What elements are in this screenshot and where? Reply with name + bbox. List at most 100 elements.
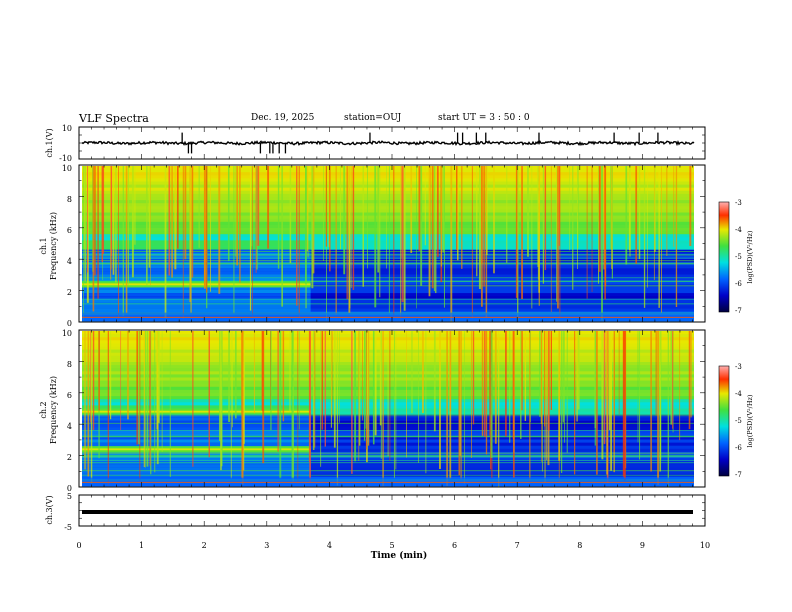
ch2-colorbar-tick: -3 bbox=[735, 363, 742, 371]
ch2-spec-row-left bbox=[82, 467, 311, 471]
ch2-spec-row-left bbox=[82, 414, 311, 419]
ch1-spec-row-left bbox=[82, 296, 311, 300]
ch1-colorbar-tick: -3 bbox=[735, 199, 742, 207]
ch1-waveform-ylabel: ch.1(V) bbox=[45, 128, 54, 157]
x-tick-label: 3 bbox=[264, 541, 269, 550]
ch1-spec-row bbox=[82, 231, 694, 235]
ch2-spectrogram-ylabel-line1: ch.2 bbox=[39, 401, 48, 418]
ch1-spec-row bbox=[82, 184, 694, 189]
ch1-colorbar-tick: -5 bbox=[735, 253, 742, 261]
x-tick-label: 8 bbox=[577, 541, 582, 550]
ch2-spec-row-left bbox=[82, 405, 311, 409]
ch1-spec-row-left bbox=[82, 243, 311, 247]
ch1-spec-row-left bbox=[82, 268, 311, 272]
ch2-spec-row-left bbox=[82, 451, 311, 456]
ch1-spec-row bbox=[82, 181, 694, 185]
ch1-spec-low-band bbox=[82, 312, 694, 321]
ch2-colorbar-tick: -7 bbox=[735, 471, 742, 479]
ch1-spec-row bbox=[82, 190, 694, 195]
ch1-colorbar-label: log(PSD)(V²/Hz) bbox=[746, 230, 754, 283]
ch1-spectrogram-ylabel-line1: ch.1 bbox=[39, 237, 48, 254]
ch1-spec-row bbox=[82, 299, 694, 303]
x-tick-label: 0 bbox=[76, 541, 81, 550]
ch1-spec-row-left bbox=[82, 290, 311, 294]
ch2-spec-row-left bbox=[82, 433, 311, 437]
ch1-spec-row bbox=[82, 187, 694, 192]
ch1-spec-row bbox=[82, 178, 694, 182]
ch1-spec-row-left bbox=[82, 265, 311, 269]
ch1-spec-row bbox=[82, 234, 694, 238]
ch1-colorbar-tick: -7 bbox=[735, 307, 742, 315]
ch2-spec-tx-band-core bbox=[82, 410, 311, 413]
ch1-spectrogram-panel bbox=[78, 164, 706, 323]
ch1-spec-row-left bbox=[82, 240, 311, 244]
x-tick-label: 2 bbox=[202, 541, 207, 550]
ch1-spec-row bbox=[82, 212, 694, 216]
ch1-spec-row-left bbox=[82, 246, 311, 251]
ch1-spec-row bbox=[82, 193, 694, 198]
start-time-label: start UT = 3 : 50 : 0 bbox=[438, 113, 530, 123]
ch1-spec-row bbox=[82, 271, 694, 275]
ch2-spec-tx-band-core bbox=[82, 448, 311, 451]
ch1-spec-row bbox=[82, 228, 694, 232]
ch1-spec-row-left bbox=[82, 305, 311, 309]
ch1-waveform-panel bbox=[78, 126, 706, 160]
ch1-spec-row-left bbox=[82, 274, 311, 278]
ch2-spec-row bbox=[82, 458, 694, 462]
ch1-spec-row bbox=[82, 265, 694, 269]
ch1-colorbar-gradient bbox=[718, 201, 730, 313]
ch1-spec-row-left bbox=[82, 255, 311, 260]
ch2-spec-row-left bbox=[82, 458, 311, 462]
x-tick-label: 6 bbox=[452, 541, 457, 550]
ch1-spec-row bbox=[82, 224, 694, 229]
ch1-spec-row bbox=[82, 293, 694, 297]
ch2-spec-row-left bbox=[82, 439, 311, 443]
x-tick-labels: 0 1 2 3 4 5 6 7 8 9 10 bbox=[76, 541, 710, 550]
ch3-ytick: -5 bbox=[64, 523, 72, 532]
spec1-ytick: 2 bbox=[67, 288, 72, 297]
ch1-spec-row bbox=[82, 218, 694, 223]
ch1-spec-row bbox=[82, 305, 694, 309]
spec1-ytick: 10 bbox=[62, 164, 72, 173]
ch2-spec-row-left bbox=[82, 430, 311, 434]
ch1-ytick: 10 bbox=[62, 124, 72, 133]
ch1-spec-row-left bbox=[82, 308, 311, 313]
ch2-colorbar-gradient bbox=[718, 365, 730, 477]
spec2-ytick: 10 bbox=[62, 329, 72, 338]
ch1-spec-row bbox=[82, 296, 694, 300]
station-label: station=OUJ bbox=[344, 113, 402, 123]
spec2-ytick: 2 bbox=[67, 453, 72, 462]
spec1-ytick: 6 bbox=[67, 226, 72, 235]
spec2-ytick: 0 bbox=[67, 484, 72, 493]
x-tick-label: 9 bbox=[640, 541, 645, 550]
ch1-spec-row bbox=[82, 166, 694, 170]
x-tick-label: 7 bbox=[515, 541, 520, 550]
ch2-spec-row-left bbox=[82, 420, 311, 425]
ch3-ytick: 5 bbox=[67, 492, 72, 501]
ch2-colorbar-tick: -4 bbox=[735, 390, 742, 398]
ch1-spec-row bbox=[82, 215, 694, 220]
ch2-spec-row bbox=[82, 464, 694, 468]
ch1-spec-row bbox=[82, 308, 694, 313]
ch1-spec-row bbox=[82, 172, 694, 176]
ch1-colorbar-tick: -6 bbox=[735, 280, 742, 288]
x-tick-label: 5 bbox=[389, 541, 394, 550]
spec1-ytick: 0 bbox=[67, 319, 72, 328]
ch2-spec-row-left bbox=[82, 470, 311, 474]
spec1-ytick: 4 bbox=[67, 257, 72, 266]
ch1-spec-row bbox=[82, 237, 694, 241]
ch1-spec-row bbox=[82, 206, 694, 210]
ch2-colorbar-tick: -5 bbox=[735, 417, 742, 425]
ch1-spec-tx-band-core bbox=[82, 283, 311, 286]
ch1-spec-row bbox=[82, 243, 694, 247]
ch1-spec-row bbox=[82, 203, 694, 207]
ch1-waveform-line bbox=[81, 140, 695, 147]
ch2-spec-row-left bbox=[82, 436, 311, 440]
ch1-spec-row bbox=[82, 209, 694, 213]
chart-title: VLF Spectra bbox=[79, 112, 149, 125]
ch1-spec-row bbox=[82, 240, 694, 244]
ch2-spec-row-left bbox=[82, 424, 311, 428]
ch3-waveform-ylabel: ch.3(V) bbox=[45, 495, 54, 524]
ch2-spec-row-left bbox=[82, 464, 311, 468]
